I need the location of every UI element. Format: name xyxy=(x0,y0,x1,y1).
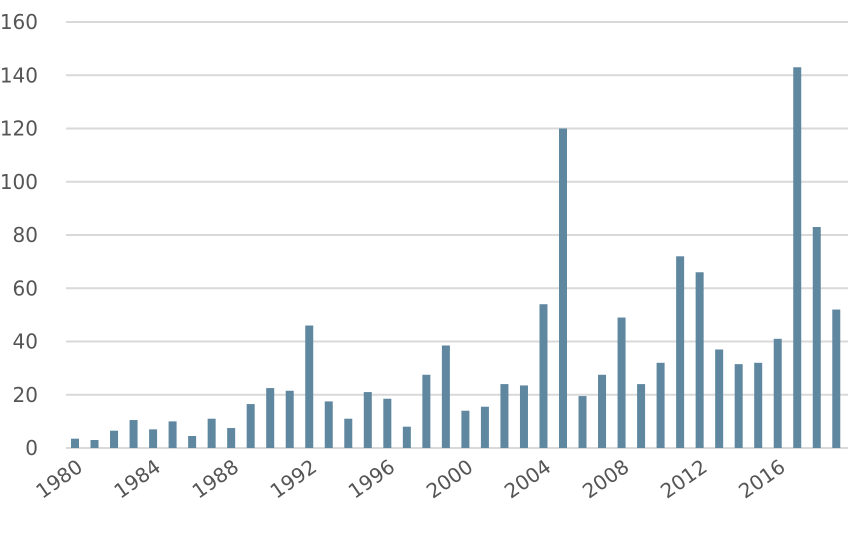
x-axis-tick-labels: 1980 1984 1988 1992 1996 2000 2004 2008 2012 2016 xyxy=(31,454,789,503)
bar-1989 xyxy=(246,404,255,448)
gridlines xyxy=(66,21,848,449)
bar-1999 xyxy=(441,345,450,448)
bar-2002 xyxy=(500,384,509,448)
bar-2010 xyxy=(656,362,665,448)
y-tick-label: 80 xyxy=(13,223,38,247)
y-axis-tick-labels: 0 20 40 60 80 100 120 140 160 xyxy=(0,10,38,460)
bar-2012 xyxy=(695,272,704,448)
bar-2016 xyxy=(773,338,782,448)
bar-1985 xyxy=(168,421,177,449)
x-tick-label: 2004 xyxy=(500,454,555,503)
bar-1981 xyxy=(90,440,99,448)
bar-2006 xyxy=(578,396,587,448)
y-tick-label: 100 xyxy=(0,170,38,194)
x-tick-label: 2000 xyxy=(422,454,477,503)
bar-1992 xyxy=(305,325,314,448)
bar-1987 xyxy=(207,418,216,448)
bar-1986 xyxy=(188,436,197,448)
x-tick-label: 1984 xyxy=(109,454,164,503)
bar-2015 xyxy=(754,362,763,448)
bar-2017 xyxy=(793,67,802,448)
bar-2005 xyxy=(559,128,567,448)
bar-1994 xyxy=(344,418,353,448)
bar-2013 xyxy=(715,349,724,448)
x-tick-label: 1988 xyxy=(188,454,243,503)
bar-1997 xyxy=(402,426,411,448)
y-tick-label: 160 xyxy=(0,10,38,34)
bar-2004 xyxy=(539,304,548,448)
y-tick-label: 40 xyxy=(13,330,38,354)
bar-1998 xyxy=(422,374,431,448)
bar-1984 xyxy=(149,429,158,448)
bar-1991 xyxy=(285,390,294,448)
bar-2014 xyxy=(734,364,743,448)
y-tick-label: 20 xyxy=(13,383,38,407)
y-tick-label: 120 xyxy=(0,117,38,141)
bar-1995 xyxy=(363,392,372,448)
x-tick-label: 2008 xyxy=(578,454,633,503)
bar-2009 xyxy=(637,384,646,448)
y-tick-label: 140 xyxy=(0,63,38,87)
x-tick-label: 1980 xyxy=(31,454,86,503)
bar-1983 xyxy=(129,420,138,448)
bar-2000 xyxy=(461,410,470,448)
bar-2001 xyxy=(480,406,489,448)
bar-2019 xyxy=(832,309,841,448)
bars xyxy=(71,67,841,449)
bar-1990 xyxy=(266,388,275,448)
x-tick-label: 2016 xyxy=(734,454,789,503)
bar-1982 xyxy=(110,430,119,448)
bar-2018 xyxy=(812,227,821,448)
y-tick-label: 0 xyxy=(25,436,38,460)
x-tick-label: 1992 xyxy=(266,454,321,503)
bar-1980 xyxy=(71,438,79,448)
bar-2011 xyxy=(676,256,685,448)
y-tick-label: 60 xyxy=(13,276,38,300)
bar-1996 xyxy=(383,398,392,448)
bar-2007 xyxy=(598,374,607,448)
bar-2003 xyxy=(519,385,528,448)
bar-1988 xyxy=(227,428,236,448)
x-tick-label: 1996 xyxy=(344,454,399,503)
bar-1993 xyxy=(324,401,333,448)
x-tick-label: 2012 xyxy=(656,454,711,503)
bar-2008 xyxy=(617,317,626,448)
